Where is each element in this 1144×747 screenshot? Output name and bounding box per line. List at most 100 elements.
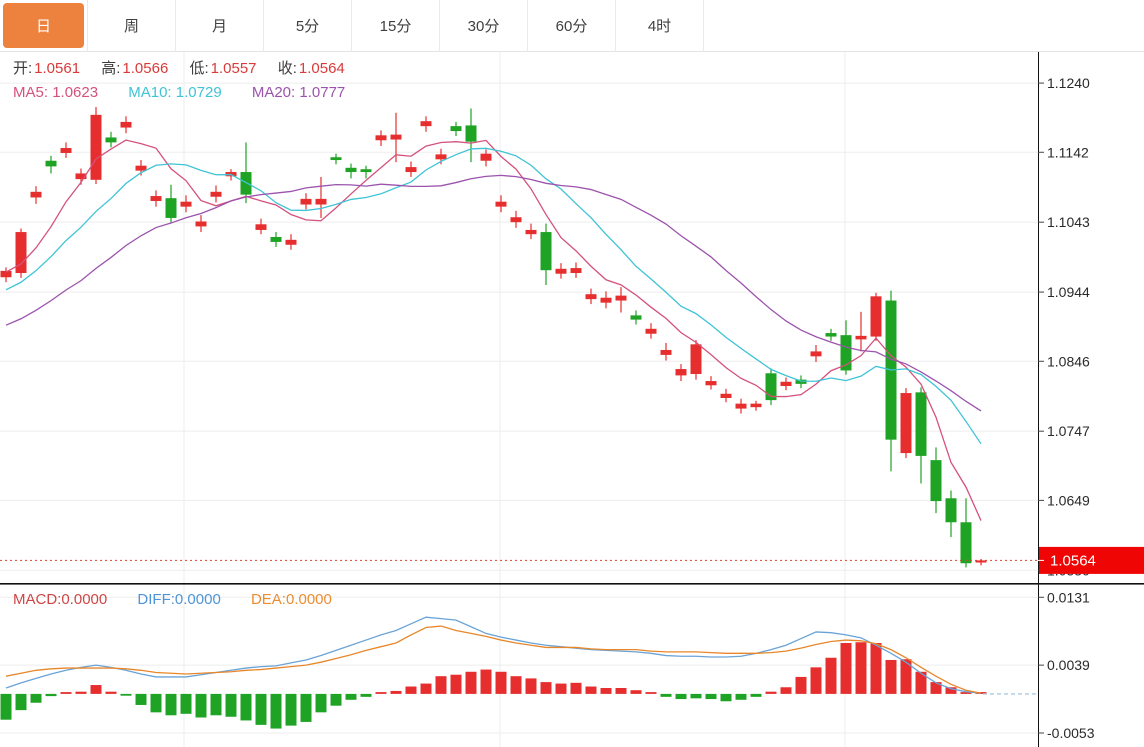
candle-body [825, 333, 837, 337]
tab-60min[interactable]: 60分 [528, 0, 616, 51]
candle-body [465, 125, 477, 142]
tab-week-label: 周 [123, 18, 139, 35]
candle-body [870, 296, 882, 337]
candle-body [960, 522, 972, 564]
current-price-badge [1039, 546, 1144, 574]
tab-4hour[interactable]: 4时 [616, 0, 704, 51]
axis-label: 1.0747 [1047, 423, 1090, 439]
tab-5min[interactable]: 5分 [264, 0, 352, 51]
macd-histogram-bar [915, 671, 927, 694]
candle-body [300, 198, 312, 205]
tab-15min-label: 15分 [379, 18, 412, 35]
candle-body [15, 232, 27, 274]
axis-label: 1.0649 [1047, 492, 1090, 508]
tab-30min-label: 30分 [467, 18, 500, 35]
candle-body [615, 295, 627, 301]
macd-histogram-bar [945, 687, 957, 694]
candle-body [690, 344, 702, 374]
candle-body [450, 126, 462, 132]
candle-body [60, 148, 72, 153]
candle-body [645, 328, 657, 334]
macd-histogram-bar [840, 643, 852, 694]
candle-body [510, 217, 522, 223]
ma10-line [5, 147, 982, 445]
macd-histogram-bar [255, 693, 267, 725]
macd-histogram-bar [750, 693, 762, 697]
candle-body [165, 198, 177, 218]
macd-histogram-bar [480, 669, 492, 694]
candle-body [720, 393, 732, 398]
candle-body [345, 167, 357, 173]
candle-body [705, 381, 717, 386]
candle-body [135, 165, 147, 171]
macd-histogram-bar [15, 693, 27, 711]
candle-body [210, 191, 222, 197]
candle-body [540, 232, 552, 271]
candle-body [525, 229, 537, 235]
tab-month[interactable]: 月 [176, 0, 264, 51]
candle-body [75, 173, 87, 180]
macd-histogram-bar [420, 683, 432, 694]
axis-label: 1.1142 [1047, 144, 1089, 160]
candle-body [180, 201, 192, 207]
ma20-line [5, 174, 982, 412]
candle-body [105, 137, 117, 143]
macd-histogram-bar [495, 671, 507, 694]
current-price-badge-text: 1.0564 [1050, 552, 1096, 569]
candle-body [495, 201, 507, 207]
candle-body [855, 335, 867, 340]
candle-body [555, 268, 567, 274]
macd-histogram-bar [540, 682, 552, 694]
tab-15min[interactable]: 15分 [352, 0, 440, 51]
candle-body [360, 169, 372, 173]
macd-histogram-bar [555, 683, 567, 694]
candle-body [195, 221, 207, 227]
macd-histogram-bar [855, 642, 867, 694]
candle-body [435, 154, 447, 160]
candle-body [930, 460, 942, 502]
tab-day[interactable]: 日 [0, 0, 88, 51]
axis-label: 1.1043 [1047, 214, 1090, 230]
macd-histogram-bar [870, 643, 882, 694]
macd-histogram-bar [615, 687, 627, 694]
candle-body [375, 135, 387, 141]
macd-histogram-bar [150, 693, 162, 713]
macd-histogram-bar [75, 691, 87, 694]
candle-body [780, 381, 792, 386]
candle-body [30, 191, 42, 198]
candle-body [45, 160, 57, 167]
macd-histogram-bar [120, 693, 132, 696]
candle-body [0, 270, 12, 278]
candle-body [945, 498, 957, 523]
tab-4hour-label: 4时 [647, 18, 672, 35]
candle-body [285, 239, 297, 245]
macd-histogram-bar [30, 693, 42, 703]
tab-30min[interactable]: 30分 [440, 0, 528, 51]
candle-body [270, 237, 282, 242]
macd-histogram-bar [720, 693, 732, 702]
tab-week[interactable]: 周 [88, 0, 176, 51]
macd-histogram-bar [210, 693, 222, 716]
tab-60min-label: 60分 [555, 18, 588, 35]
candle-body [120, 121, 132, 128]
candle-body [675, 369, 687, 376]
macd-histogram-bar [90, 685, 102, 694]
candle-body [750, 403, 762, 408]
macd-histogram-bar [585, 686, 597, 694]
candle-body [255, 224, 267, 230]
macd-histogram-bar [405, 686, 417, 694]
macd-histogram-bar [165, 693, 177, 716]
candle-body [150, 196, 162, 201]
macd-histogram-bar [345, 693, 357, 700]
macd-histogram-bar [900, 659, 912, 694]
axis-label: 0.0039 [1047, 657, 1090, 673]
candle-body [810, 351, 822, 357]
macd-histogram-bar [675, 693, 687, 700]
candle-body [840, 335, 852, 371]
candle-body [90, 114, 102, 180]
macd-histogram-bar [435, 676, 447, 694]
axis-label: -0.0053 [1047, 725, 1095, 741]
macd-histogram-bar [600, 687, 612, 694]
